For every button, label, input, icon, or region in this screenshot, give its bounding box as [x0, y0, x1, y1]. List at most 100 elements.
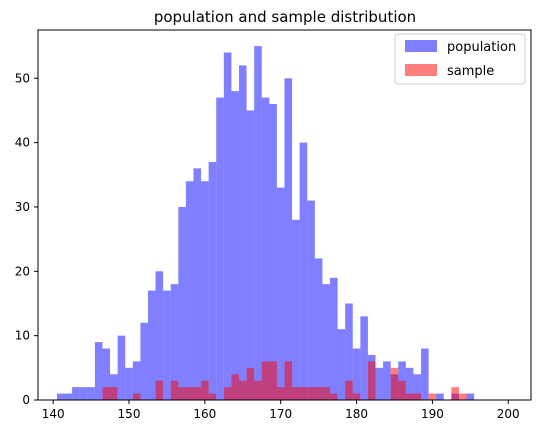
population-bar: [64, 393, 73, 400]
x-tick-label: 170: [269, 407, 292, 421]
population-bar: [102, 348, 111, 400]
population-bar: [216, 97, 224, 400]
sample-bar: [132, 393, 141, 400]
legend-label-population: population: [447, 40, 516, 55]
population-bar: [436, 393, 444, 400]
population-bar: [87, 387, 95, 400]
population-bar: [231, 91, 239, 400]
population-bar: [375, 367, 384, 400]
sample-bar: [223, 387, 232, 400]
sample-bar: [458, 393, 467, 400]
population-bar: [421, 348, 429, 400]
plot-frame: [37, 29, 532, 401]
population-bar: [140, 322, 148, 400]
population-bar: [299, 142, 308, 400]
population-bar: [170, 284, 179, 400]
y-tick-label: 0: [22, 393, 30, 407]
population-bar: [330, 277, 338, 400]
chart-title: population and sample distribution: [154, 8, 416, 26]
population-bar: [56, 393, 65, 400]
sample-bar: [208, 393, 217, 400]
population-bar: [117, 335, 126, 400]
population-bar: [314, 258, 323, 400]
population-bar: [261, 97, 270, 400]
sample-bar: [398, 380, 406, 400]
sample-bar: [246, 367, 255, 400]
sample-bar: [261, 361, 270, 400]
sample-bar: [352, 393, 361, 400]
population-bar: [94, 342, 103, 400]
legend-swatch-population: [405, 40, 437, 52]
y-tick-label: 20: [15, 264, 30, 278]
population-bar: [276, 187, 285, 400]
population-bar: [132, 361, 141, 400]
population-bar: [125, 367, 133, 400]
x-tick-label: 150: [118, 407, 141, 421]
legend-swatch-sample: [405, 64, 437, 76]
x-tick-label: 180: [345, 407, 368, 421]
population-bar: [163, 290, 171, 400]
population-bar: [223, 52, 232, 401]
sample-bar: [276, 387, 285, 400]
y-axis: 0 10 20 30 40 50: [15, 71, 38, 407]
population-bar: [322, 284, 331, 400]
sample-bar: [314, 387, 323, 400]
sample-bar: [284, 361, 293, 400]
population-bar: [337, 329, 346, 400]
legend-label-sample: sample: [447, 64, 494, 79]
sample-bar: [413, 393, 422, 400]
sample-bar: [110, 387, 118, 400]
sample-bar: [299, 387, 308, 400]
y-tick-label: 10: [15, 329, 30, 343]
population-bar: [155, 271, 164, 400]
population-bar: [466, 393, 475, 400]
x-axis: 140 150 160 170 180 190 200: [42, 400, 520, 421]
population-bar: [208, 161, 217, 400]
population-bar: [405, 367, 414, 400]
sample-bar: [367, 361, 376, 400]
x-tick-label: 190: [421, 407, 444, 421]
population-bar: [147, 290, 156, 400]
sample-bar: [428, 393, 437, 400]
sample-bar: [451, 387, 459, 400]
population-bar: [360, 316, 368, 400]
sample-bar: [185, 387, 194, 400]
x-tick-label: 160: [193, 407, 216, 421]
x-tick-label: 200: [497, 407, 520, 421]
sample-bar: [178, 387, 186, 400]
population-bar: [238, 65, 247, 401]
population-bar: [72, 387, 80, 400]
sample-bar: [102, 387, 111, 400]
plot-area: [56, 46, 475, 401]
population-bar: [178, 206, 186, 400]
y-tick-label: 50: [15, 71, 30, 85]
sample-bar: [269, 361, 277, 400]
population-bar: [185, 181, 194, 400]
sample-bar: [201, 380, 209, 400]
sample-bar: [405, 393, 414, 400]
population-bar: [352, 348, 361, 400]
sample-bar: [292, 387, 300, 400]
sample-bar: [170, 380, 179, 400]
population-bar: [307, 200, 315, 400]
sample-bar: [330, 393, 338, 400]
population-bar: [383, 361, 391, 400]
population-bar: [284, 78, 293, 401]
population-bar: [254, 46, 262, 401]
population-bar: [292, 219, 300, 400]
sample-bar: [345, 380, 353, 400]
sample-bar: [193, 387, 202, 400]
population-bar: [193, 168, 202, 400]
population-bar: [345, 303, 353, 400]
x-tick-label: 140: [42, 407, 65, 421]
population-bar: [246, 110, 255, 400]
sample-bar: [254, 380, 262, 400]
population-bar: [413, 374, 422, 400]
population-bar: [269, 104, 277, 400]
sample-bar: [307, 387, 315, 400]
y-tick-label: 40: [15, 136, 30, 150]
sample-bar: [231, 374, 239, 400]
y-tick-label: 30: [15, 200, 30, 214]
population-bar: [79, 387, 88, 400]
